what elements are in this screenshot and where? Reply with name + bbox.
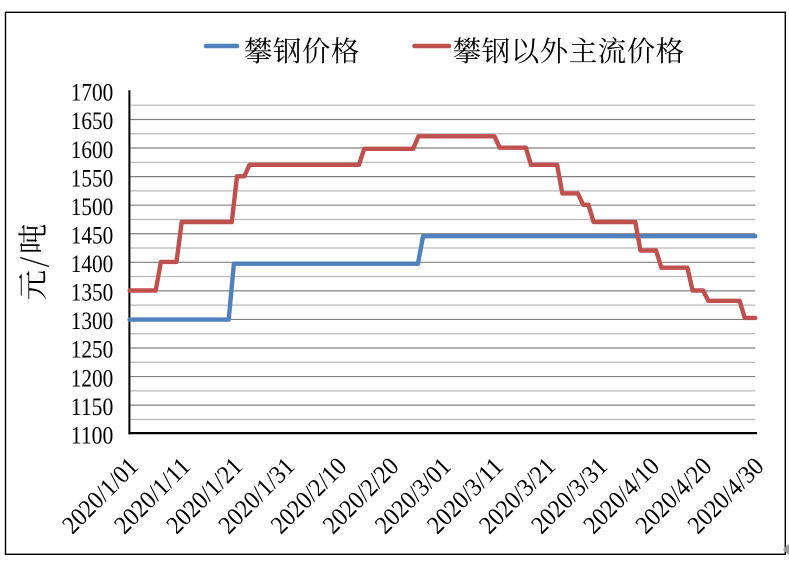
svg-text:1400: 1400 [71,249,114,278]
svg-text:1650: 1650 [71,106,114,135]
svg-text:1350: 1350 [71,278,114,307]
svg-text:1250: 1250 [71,335,114,364]
svg-text:1700: 1700 [71,78,114,107]
svg-text:1450: 1450 [71,221,114,250]
svg-text:1150: 1150 [71,392,114,421]
svg-text:1600: 1600 [71,135,114,164]
svg-text:1500: 1500 [71,192,114,221]
svg-text:1100: 1100 [71,420,114,449]
svg-text:1300: 1300 [71,306,114,335]
svg-text:1550: 1550 [71,163,114,192]
svg-text:1200: 1200 [71,363,114,392]
